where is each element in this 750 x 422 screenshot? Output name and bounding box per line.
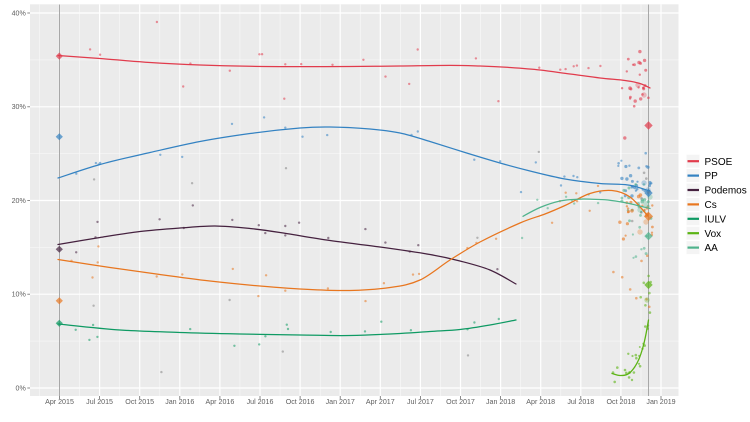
svg-text:Jan 2018: Jan 2018 bbox=[486, 398, 515, 406]
svg-text:Apr 2015: Apr 2015 bbox=[45, 398, 74, 406]
svg-text:Vox: Vox bbox=[705, 229, 722, 240]
svg-text:Jul 2017: Jul 2017 bbox=[407, 398, 434, 406]
svg-text:Jan 2016: Jan 2016 bbox=[165, 398, 194, 406]
svg-text:Oct 2017: Oct 2017 bbox=[446, 398, 475, 406]
svg-text:Cs: Cs bbox=[705, 200, 717, 211]
svg-text:Jul 2015: Jul 2015 bbox=[86, 398, 113, 406]
svg-text:Apr 2018: Apr 2018 bbox=[526, 398, 555, 406]
svg-text:Oct 2015: Oct 2015 bbox=[125, 398, 154, 406]
svg-text:PP: PP bbox=[705, 171, 719, 182]
svg-text:IULV: IULV bbox=[705, 214, 727, 225]
svg-text:Jan 2019: Jan 2019 bbox=[646, 398, 675, 406]
svg-text:Podemos: Podemos bbox=[705, 186, 747, 197]
svg-text:Apr 2016: Apr 2016 bbox=[206, 398, 235, 406]
svg-text:Apr 2017: Apr 2017 bbox=[366, 398, 395, 406]
svg-text:AA: AA bbox=[705, 243, 719, 254]
svg-text:Jul 2016: Jul 2016 bbox=[247, 398, 274, 406]
svg-text:Oct 2018: Oct 2018 bbox=[607, 398, 636, 406]
svg-text:Oct 2016: Oct 2016 bbox=[286, 398, 315, 406]
svg-text:10%: 10% bbox=[12, 291, 27, 299]
svg-text:Jan 2017: Jan 2017 bbox=[326, 398, 355, 406]
svg-text:30%: 30% bbox=[12, 103, 27, 111]
svg-text:PSOE: PSOE bbox=[705, 157, 733, 168]
svg-text:Jul 2018: Jul 2018 bbox=[567, 398, 594, 406]
svg-text:40%: 40% bbox=[12, 9, 27, 17]
svg-text:20%: 20% bbox=[12, 197, 27, 205]
svg-text:0%: 0% bbox=[16, 384, 27, 392]
